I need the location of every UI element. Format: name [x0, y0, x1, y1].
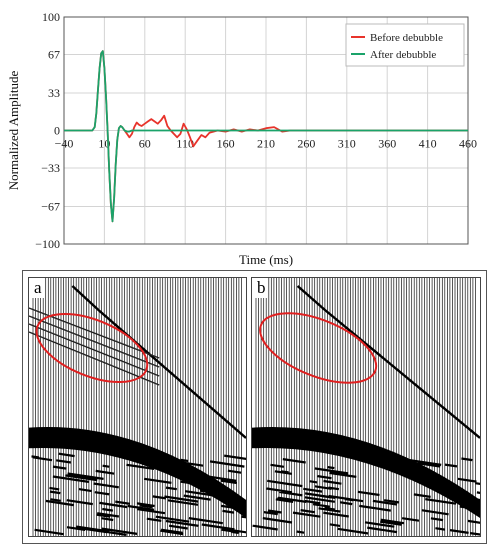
- direct-arrival: [72, 286, 246, 438]
- y-axis-label: Normalized Amplitude: [6, 71, 21, 191]
- y-tick-label: −67: [41, 200, 60, 214]
- x-axis-label: Time (ms): [239, 252, 293, 267]
- x-tick-label: 310: [338, 137, 356, 151]
- x-tick-label: 410: [419, 137, 437, 151]
- y-tick-label: 33: [48, 86, 60, 100]
- x-tick-label: 360: [378, 137, 396, 151]
- seismic-traces-b: [252, 278, 480, 536]
- y-tick-label: 100: [42, 10, 60, 24]
- seismic-panel-a: a: [28, 277, 247, 537]
- x-tick-label: 60: [139, 137, 151, 151]
- y-tick-label: −33: [41, 161, 60, 175]
- x-tick-label: 210: [257, 137, 275, 151]
- seismic-panel-b: b: [251, 277, 481, 537]
- legend-entry: Before debubble: [370, 32, 443, 44]
- y-tick-label: −100: [35, 237, 60, 251]
- y-tick-labels: 100 67 33 0 −33 −67 −100: [35, 10, 60, 251]
- seismic-traces-a: [29, 278, 246, 536]
- legend-entry: After debubble: [370, 49, 436, 61]
- legend: Before debubble After debubble: [346, 24, 464, 66]
- seismic-comparison: a b: [22, 270, 487, 544]
- x-tick-label: 260: [297, 137, 315, 151]
- y-tick-label: 0: [54, 124, 60, 138]
- x-tick-label: 160: [217, 137, 235, 151]
- x-tick-label: −40: [55, 137, 74, 151]
- panel-label-a: a: [32, 278, 44, 298]
- panel-label-b: b: [255, 278, 268, 298]
- y-tick-label: 67: [48, 47, 60, 61]
- x-tick-label: 460: [459, 137, 477, 151]
